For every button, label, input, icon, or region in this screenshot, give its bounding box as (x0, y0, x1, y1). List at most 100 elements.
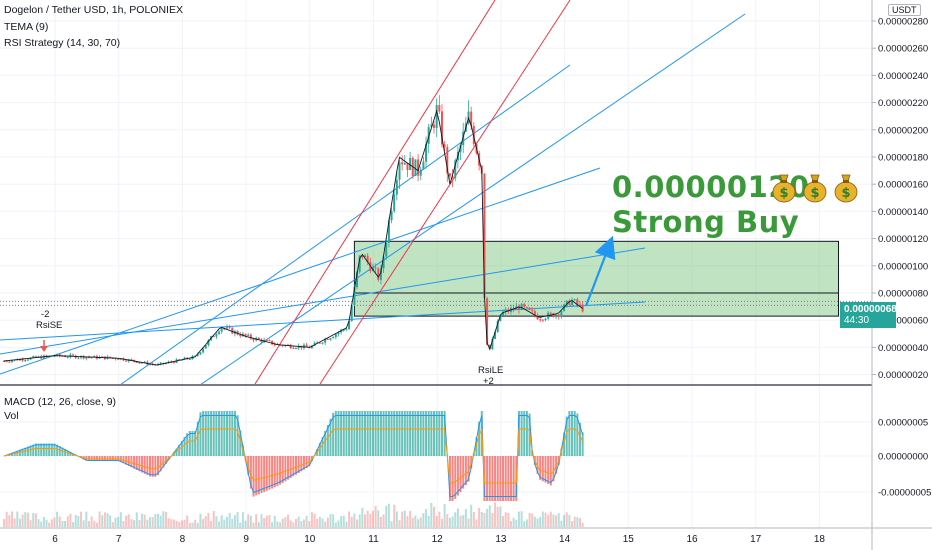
macd-bar (539, 456, 542, 480)
y-tick-label: 0.00000040 (878, 343, 928, 354)
macd-bar (204, 411, 207, 456)
volume-bar (281, 518, 284, 527)
candle-body (302, 344, 305, 349)
volume-bar (45, 519, 48, 527)
countdown-value: 44:30 (844, 315, 870, 326)
macd-bar (454, 456, 457, 500)
candle-body (228, 327, 231, 329)
macd-bar (210, 411, 213, 456)
money-bag-icon: $ (803, 174, 827, 203)
candle-body (199, 352, 202, 355)
macd-bar (509, 456, 512, 501)
candle-body (438, 105, 441, 112)
macd-bar (358, 411, 361, 456)
volume-bar (64, 520, 67, 527)
candle-body (528, 307, 531, 310)
volume-bar (342, 515, 345, 527)
candle-body (5, 361, 8, 363)
vol-label[interactable]: Vol (4, 410, 19, 422)
macd-bar (34, 443, 37, 456)
volume-bar (271, 522, 274, 527)
macd-bar (433, 411, 436, 456)
volume-bar (364, 514, 367, 527)
volume-bar (263, 518, 266, 527)
candle-body (440, 111, 443, 145)
macd-bar (149, 456, 152, 477)
macd-bar (297, 456, 300, 473)
x-tick-label: 13 (495, 534, 507, 545)
x-tick-label: 10 (304, 534, 316, 545)
volume-bar (215, 516, 218, 527)
macd-bar (37, 443, 40, 456)
volume-bar (430, 502, 433, 527)
macd-bar (53, 443, 56, 456)
y-tick-label: 0.00000160 (878, 180, 928, 191)
macd-bar (199, 412, 202, 456)
volume-bar (297, 516, 300, 527)
macd-bar (151, 456, 154, 477)
macd-bar (231, 411, 234, 456)
macd-bar (268, 456, 271, 490)
candle-body (573, 299, 576, 301)
volume-bar (419, 517, 422, 527)
macd-bar (568, 411, 571, 456)
macd-bar (390, 411, 393, 456)
volume-bar (32, 512, 35, 527)
indicator-tema-label[interactable]: TEMA (9) (4, 21, 49, 33)
x-tick-label: 9 (243, 534, 249, 545)
candle-body (18, 359, 21, 361)
candle-body (138, 362, 141, 364)
indicator-rsi-label[interactable]: RSI Strategy (14, 30, 70) (4, 37, 121, 49)
currency-button[interactable]: USDT (888, 4, 921, 16)
candle-body (406, 163, 409, 171)
candle-body (53, 355, 56, 357)
volume-bar (130, 519, 133, 527)
macd-bar (496, 456, 499, 501)
volume-bar (440, 518, 443, 527)
volume-bar (332, 514, 335, 527)
candle-body (571, 299, 574, 305)
volume-bar (557, 513, 560, 527)
chart-title[interactable]: Dogelon / Tether USD, 1h, POLONIEX (4, 4, 183, 16)
candle-body (252, 338, 255, 341)
volume-bar (411, 517, 414, 527)
volume-bar (265, 515, 268, 527)
volume-bar (143, 514, 146, 527)
macd-bar (122, 456, 125, 464)
macd-bar (403, 411, 406, 456)
volume-bar (5, 511, 8, 527)
volume-bar (507, 512, 510, 527)
macd-bar (502, 456, 505, 501)
candle-body (435, 105, 438, 128)
volume-bar (310, 512, 313, 527)
volume-bar (393, 504, 396, 527)
volume-bar (34, 513, 37, 527)
candle-body (114, 358, 117, 360)
candle-body (390, 211, 393, 221)
volume-bar (58, 516, 61, 527)
y-tick-label: 0.00000080 (878, 289, 928, 300)
volume-bar (204, 516, 207, 527)
macd-bar (249, 456, 252, 489)
volume-bar (42, 516, 45, 527)
candles (3, 95, 584, 367)
macd-label[interactable]: MACD (12, 26, close, 9) (4, 396, 117, 408)
volume-bar (212, 511, 215, 527)
candle-body (313, 342, 316, 346)
macd-bar (29, 445, 32, 456)
volume-bar (401, 511, 404, 527)
candle-body (26, 359, 29, 361)
candle-body (178, 359, 181, 361)
macd-bar (374, 411, 377, 456)
macd-bar (21, 448, 24, 456)
macd-bar (409, 411, 412, 456)
volume-bar (252, 522, 255, 527)
candle-body (64, 356, 67, 358)
macd-bar (478, 421, 481, 456)
macd-bar (289, 456, 292, 478)
macd-bar (64, 449, 67, 456)
volume-bar (348, 511, 351, 527)
candle-body (486, 298, 489, 345)
macd-bar (225, 411, 228, 456)
volume-bar (196, 522, 199, 527)
